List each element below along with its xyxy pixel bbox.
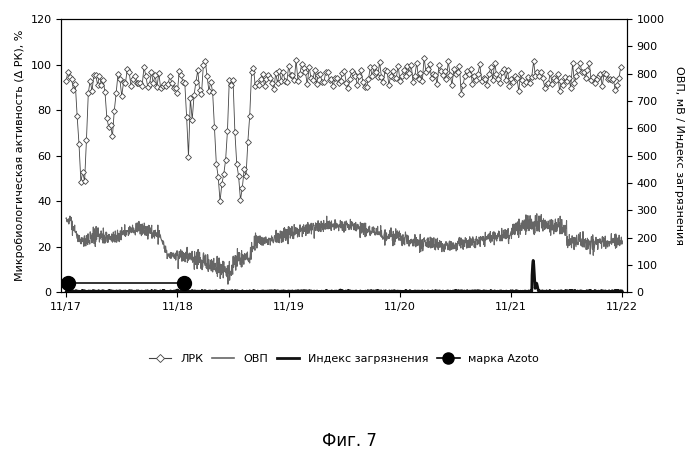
Y-axis label: Микробиологическая активность (Δ РК), %: Микробиологическая активность (Δ РК), % [15,30,25,281]
Legend: ЛРК, ОВП, Индекс загрязнения, марка Azoto: ЛРК, ОВП, Индекс загрязнения, марка Azot… [145,350,544,369]
Y-axis label: ОВП, мВ / Индекс загрязнения: ОВП, мВ / Индекс загрязнения [674,66,684,245]
Text: Фиг. 7: Фиг. 7 [322,433,377,451]
